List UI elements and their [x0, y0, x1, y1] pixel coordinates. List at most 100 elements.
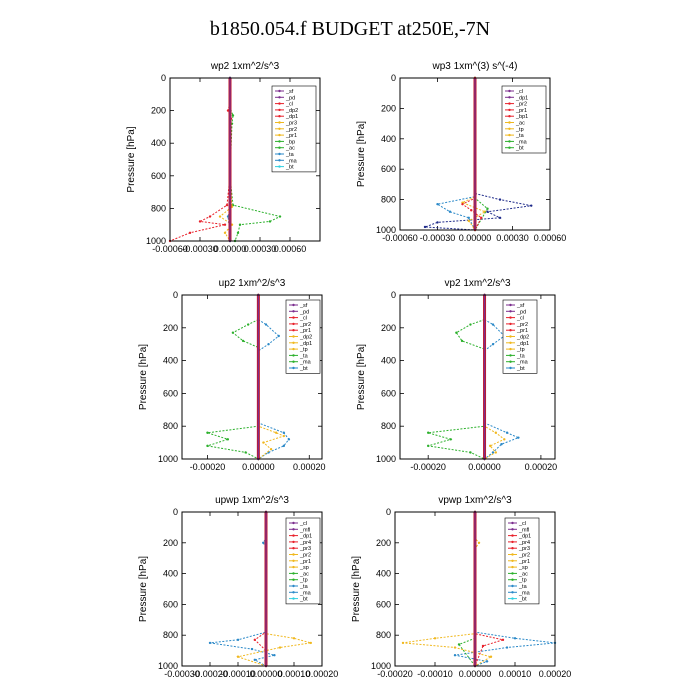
series-point [505, 431, 509, 434]
legend-label: _bp [285, 139, 295, 145]
legend-marker [508, 133, 511, 137]
legend-label: _ta [518, 584, 528, 590]
y-tick-label: 800 [163, 421, 178, 431]
series-point [433, 637, 437, 640]
legend: _sf_pd_cl_pr2_pr1_dp2_dp1_tp_ta_ma_bt [502, 299, 538, 374]
legend-marker [292, 591, 295, 594]
series-point [238, 223, 242, 226]
series-point [236, 231, 240, 235]
legend-label: _cl [516, 316, 524, 322]
legend-marker [509, 329, 512, 332]
x-tick-label: 0.00010 [499, 669, 532, 679]
panel-title: wp2 1xm^2/s^3 [210, 61, 280, 72]
series-point [453, 654, 457, 657]
legend-label: _cl [518, 521, 526, 527]
legend-marker [508, 102, 511, 105]
series-point [436, 202, 439, 206]
legend-label: _mfl [299, 527, 310, 533]
series-point [491, 343, 495, 346]
legend-label: _dp2 [285, 108, 298, 114]
series-point [517, 436, 520, 439]
legend-marker [292, 521, 295, 525]
series-point [489, 655, 493, 658]
x-tick-label: 0.00010 [278, 669, 311, 679]
y-tick-label: 600 [163, 388, 178, 398]
y-tick-label: 400 [381, 356, 396, 366]
series-point [278, 215, 282, 218]
legend-label: _pr3 [285, 121, 297, 127]
x-tick-label: 0.00000 [250, 669, 283, 679]
legend-label: _dp1 [285, 114, 298, 120]
y-axis-label: Pressure [hPa] [356, 344, 367, 410]
y-tick-label: 1000 [371, 661, 391, 671]
legend-marker [511, 547, 514, 550]
series-point [287, 438, 291, 441]
legend-label: _mfl [518, 527, 529, 533]
series-line-dp2 [207, 295, 259, 460]
legend-marker [292, 534, 295, 537]
x-tick-label: -0.00060 [152, 244, 188, 254]
legend-marker [511, 572, 514, 575]
series-point [208, 215, 212, 218]
series-point [206, 431, 209, 434]
legend-marker [508, 121, 511, 124]
panel-6: vpwp 1xm^2/s^3 Pressure [hPa] 0 200 400 600 80… [351, 495, 571, 679]
legend-marker [508, 115, 511, 118]
series-line-pr1 [484, 295, 506, 460]
legend-marker [278, 140, 281, 143]
series-point [426, 444, 430, 448]
y-tick-label: 0 [391, 73, 396, 83]
legend-label: _dp2 [516, 335, 529, 341]
legend-label: _tp [299, 347, 308, 353]
y-axis-label: Pressure [hPa] [138, 344, 149, 410]
series-point [455, 331, 458, 334]
y-tick-label: 800 [163, 630, 178, 640]
series-point [486, 210, 489, 213]
y-tick-label: 200 [376, 538, 391, 548]
x-tick-label: -0.00030 [182, 244, 218, 254]
series-point [223, 231, 227, 235]
figure-title: b1850.054.f BUDGET at250E,-7N [209, 18, 491, 40]
y-tick-label: 600 [381, 164, 396, 174]
legend-marker [292, 347, 295, 351]
legend-label: _pr1 [515, 108, 527, 114]
legend-marker [278, 165, 281, 168]
series-point [282, 444, 286, 448]
series-point [457, 643, 461, 646]
series-point [503, 438, 506, 441]
series-point [426, 431, 430, 434]
series-point [278, 646, 282, 649]
panel-5: upwp 1xm^2/s^3 Pressure [hPa] 0 200 400 600 80… [138, 495, 338, 679]
legend-label: _pr1 [285, 133, 297, 139]
series-point [449, 438, 452, 441]
series-line-cl [169, 78, 232, 242]
y-tick-label: 200 [163, 538, 178, 548]
legend-marker [292, 335, 295, 338]
legend-marker [292, 303, 295, 307]
legend-label: _ma [516, 360, 529, 366]
legend: _sf_pd_cl_dp2_dp1_pr3_pr2_pr1_bp_ac_ta_m… [271, 85, 317, 173]
y-tick-label: 600 [151, 171, 166, 181]
panel-title: upwp 1xm^2/s^3 [215, 495, 289, 506]
legend-marker [292, 597, 295, 600]
y-tick-label: 400 [163, 569, 178, 579]
series-line-pr1 [402, 512, 493, 667]
legend-marker [278, 89, 281, 93]
legend-marker [292, 584, 295, 588]
legend-marker [508, 146, 511, 149]
x-tick-label: 0.00030 [244, 244, 277, 254]
legend-label: _dp1 [515, 95, 528, 101]
y-axis-label: Pressure [hPa] [356, 121, 367, 187]
y-tick-label: 200 [151, 106, 166, 116]
legend: _cl_dp1_pr2_pr1_bp1_ac_tp_ta_ma_bt [501, 85, 547, 154]
y-tick-label: 1000 [158, 661, 178, 671]
y-tick-label: 1000 [376, 225, 396, 235]
legend-marker [278, 115, 281, 118]
legend-label: _ac [299, 571, 309, 577]
series-point [274, 431, 278, 434]
series-point [269, 447, 273, 451]
legend-marker [509, 303, 512, 307]
legend-label: _pr2 [285, 127, 297, 133]
legend-marker [509, 316, 512, 319]
series-point [486, 207, 489, 210]
